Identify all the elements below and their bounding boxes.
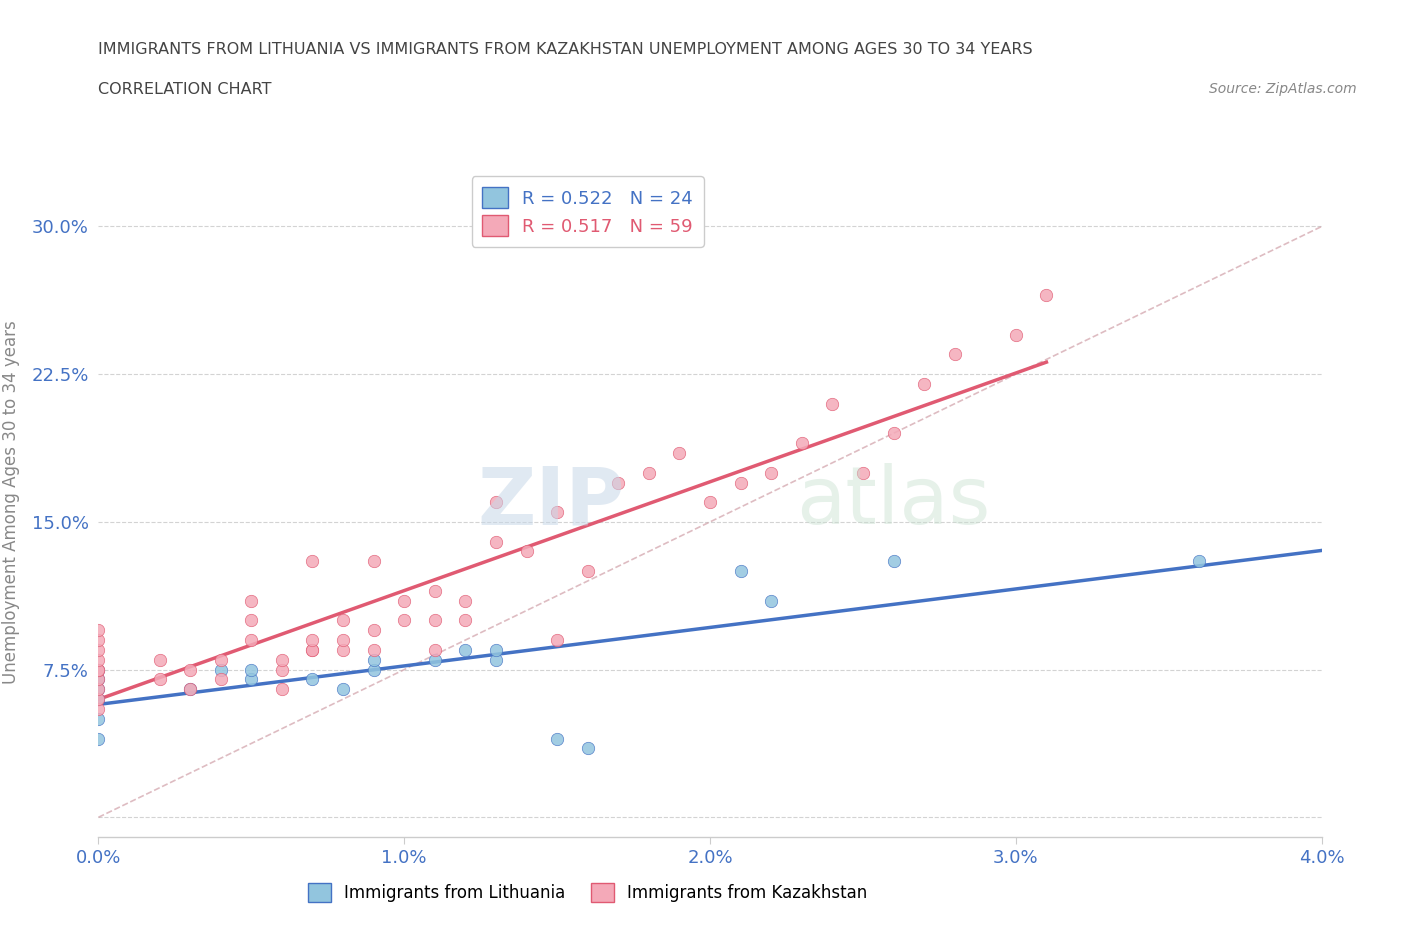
- Point: [87, 632, 110, 647]
- Point: [87, 711, 110, 726]
- Point: [1035, 288, 1057, 303]
- Point: [423, 643, 446, 658]
- Point: [240, 613, 263, 628]
- Point: [270, 662, 294, 677]
- Point: [821, 396, 844, 411]
- Point: [209, 672, 232, 687]
- Point: [852, 465, 875, 480]
- Point: [1004, 327, 1026, 342]
- Point: [576, 564, 599, 578]
- Point: [87, 682, 110, 697]
- Point: [363, 662, 385, 677]
- Point: [363, 652, 385, 667]
- Point: [240, 662, 263, 677]
- Point: [392, 613, 416, 628]
- Legend: Immigrants from Lithuania, Immigrants from Kazakhstan: Immigrants from Lithuania, Immigrants fr…: [301, 876, 875, 909]
- Point: [87, 672, 110, 687]
- Point: [332, 632, 354, 647]
- Point: [179, 682, 201, 697]
- Point: [87, 692, 110, 707]
- Point: [270, 682, 294, 697]
- Point: [301, 643, 323, 658]
- Point: [392, 593, 416, 608]
- Point: [637, 465, 661, 480]
- Point: [699, 495, 721, 510]
- Point: [87, 672, 110, 687]
- Text: atlas: atlas: [796, 463, 990, 541]
- Point: [546, 731, 568, 746]
- Point: [87, 662, 110, 677]
- Point: [332, 682, 354, 697]
- Point: [485, 643, 508, 658]
- Point: [423, 652, 446, 667]
- Point: [270, 652, 294, 667]
- Point: [454, 613, 477, 628]
- Point: [730, 564, 752, 578]
- Point: [790, 435, 813, 450]
- Point: [87, 662, 110, 677]
- Point: [546, 505, 568, 520]
- Point: [87, 662, 110, 677]
- Point: [607, 475, 630, 490]
- Point: [730, 475, 752, 490]
- Point: [87, 682, 110, 697]
- Point: [759, 465, 782, 480]
- Point: [149, 672, 172, 687]
- Point: [454, 593, 477, 608]
- Point: [87, 643, 110, 658]
- Point: [943, 347, 966, 362]
- Text: ZIP: ZIP: [477, 463, 624, 541]
- Point: [363, 623, 385, 638]
- Point: [87, 623, 110, 638]
- Point: [332, 643, 354, 658]
- Point: [912, 377, 935, 392]
- Point: [179, 662, 201, 677]
- Point: [240, 672, 263, 687]
- Point: [240, 593, 263, 608]
- Point: [883, 554, 905, 569]
- Point: [516, 544, 538, 559]
- Point: [546, 632, 568, 647]
- Point: [87, 701, 110, 716]
- Point: [485, 495, 508, 510]
- Point: [87, 731, 110, 746]
- Point: [301, 632, 323, 647]
- Point: [576, 741, 599, 756]
- Point: [363, 643, 385, 658]
- Point: [87, 692, 110, 707]
- Point: [485, 652, 508, 667]
- Point: [332, 613, 354, 628]
- Point: [149, 652, 172, 667]
- Point: [209, 662, 232, 677]
- Point: [1188, 554, 1211, 569]
- Text: CORRELATION CHART: CORRELATION CHART: [98, 82, 271, 97]
- Point: [759, 593, 782, 608]
- Point: [883, 426, 905, 441]
- Point: [209, 652, 232, 667]
- Text: Source: ZipAtlas.com: Source: ZipAtlas.com: [1209, 82, 1357, 96]
- Point: [423, 583, 446, 598]
- Point: [301, 672, 323, 687]
- Point: [668, 445, 690, 460]
- Point: [363, 554, 385, 569]
- Point: [179, 682, 201, 697]
- Point: [301, 643, 323, 658]
- Point: [454, 643, 477, 658]
- Point: [423, 613, 446, 628]
- Point: [485, 534, 508, 549]
- Point: [240, 632, 263, 647]
- Text: IMMIGRANTS FROM LITHUANIA VS IMMIGRANTS FROM KAZAKHSTAN UNEMPLOYMENT AMONG AGES : IMMIGRANTS FROM LITHUANIA VS IMMIGRANTS …: [98, 42, 1033, 57]
- Point: [87, 652, 110, 667]
- Point: [301, 554, 323, 569]
- Y-axis label: Unemployment Among Ages 30 to 34 years: Unemployment Among Ages 30 to 34 years: [3, 320, 20, 684]
